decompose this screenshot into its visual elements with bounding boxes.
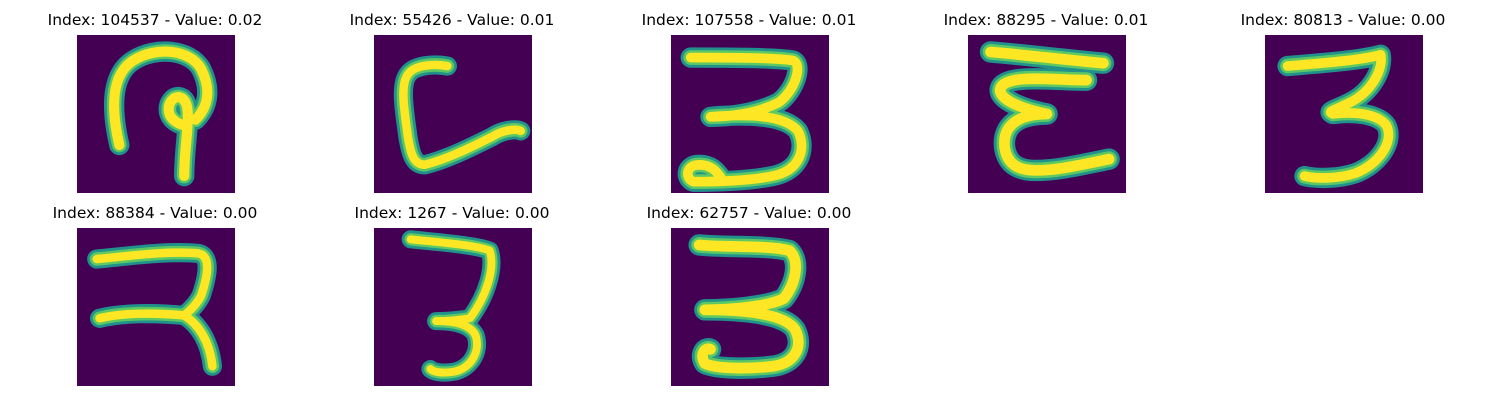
digit-image [671, 35, 829, 193]
digit-image [671, 228, 829, 386]
panel-title: Index: 88295 - Value: 0.01 [943, 11, 1149, 29]
panel: Index: 62757 - Value: 0.00 [629, 203, 869, 393]
digit-drawing [968, 35, 1126, 193]
panel-title: Index: 107558 - Value: 0.01 [641, 11, 857, 29]
digit-image [77, 228, 235, 386]
panel-title: Index: 1267 - Value: 0.00 [354, 204, 550, 222]
panel-title: Index: 104537 - Value: 0.02 [47, 11, 263, 29]
digit-image [968, 35, 1126, 193]
digit-image [374, 228, 532, 386]
panel-title: Index: 80813 - Value: 0.00 [1240, 11, 1446, 29]
panel: Index: 104537 - Value: 0.02 [35, 10, 275, 200]
panel-title: Index: 55426 - Value: 0.01 [349, 11, 555, 29]
digit-drawing [1265, 35, 1423, 193]
panel: Index: 80813 - Value: 0.00 [1223, 10, 1463, 200]
panel: Index: 107558 - Value: 0.01 [629, 10, 869, 200]
digit-drawing [671, 228, 829, 386]
panel: Index: 1267 - Value: 0.00 [332, 203, 572, 393]
digit-drawing [77, 228, 235, 386]
digit-image [77, 35, 235, 193]
panel: Index: 55426 - Value: 0.01 [332, 10, 572, 200]
digit-drawing [374, 35, 532, 193]
digit-image [374, 35, 532, 193]
panel-title: Index: 88384 - Value: 0.00 [52, 204, 258, 222]
digit-image [1265, 35, 1423, 193]
panel-title: Index: 62757 - Value: 0.00 [646, 204, 852, 222]
panel: Index: 88295 - Value: 0.01 [926, 10, 1166, 200]
digit-drawing [671, 35, 829, 193]
digit-drawing [77, 35, 235, 193]
panel: Index: 88384 - Value: 0.00 [35, 203, 275, 393]
digit-drawing [374, 228, 532, 386]
